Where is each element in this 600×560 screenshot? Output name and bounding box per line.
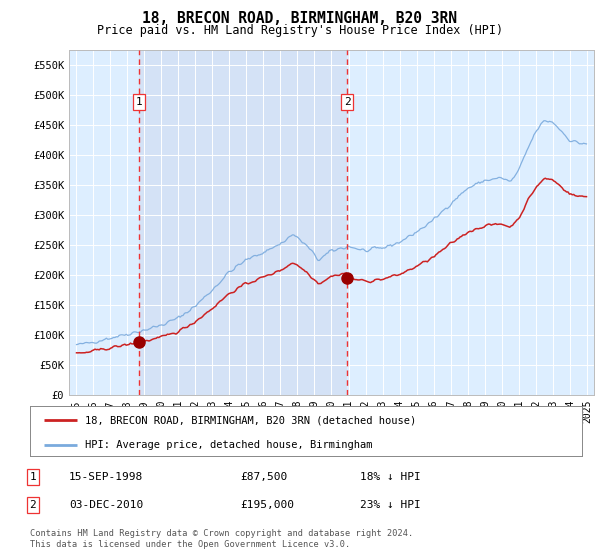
Text: £195,000: £195,000 [240, 500, 294, 510]
Text: 18, BRECON ROAD, BIRMINGHAM, B20 3RN (detached house): 18, BRECON ROAD, BIRMINGHAM, B20 3RN (de… [85, 415, 416, 425]
Text: 18% ↓ HPI: 18% ↓ HPI [360, 472, 421, 482]
Text: 2: 2 [29, 500, 37, 510]
Text: 1: 1 [136, 97, 142, 107]
Text: HPI: Average price, detached house, Birmingham: HPI: Average price, detached house, Birm… [85, 440, 373, 450]
Text: Price paid vs. HM Land Registry's House Price Index (HPI): Price paid vs. HM Land Registry's House … [97, 24, 503, 36]
Text: Contains HM Land Registry data © Crown copyright and database right 2024.
This d: Contains HM Land Registry data © Crown c… [30, 529, 413, 549]
Text: 2: 2 [344, 97, 350, 107]
Text: 23% ↓ HPI: 23% ↓ HPI [360, 500, 421, 510]
Text: 15-SEP-1998: 15-SEP-1998 [69, 472, 143, 482]
Text: 03-DEC-2010: 03-DEC-2010 [69, 500, 143, 510]
Text: £87,500: £87,500 [240, 472, 287, 482]
Bar [139, 50, 347, 395]
Text: 18, BRECON ROAD, BIRMINGHAM, B20 3RN: 18, BRECON ROAD, BIRMINGHAM, B20 3RN [143, 11, 458, 26]
Text: 1: 1 [29, 472, 37, 482]
